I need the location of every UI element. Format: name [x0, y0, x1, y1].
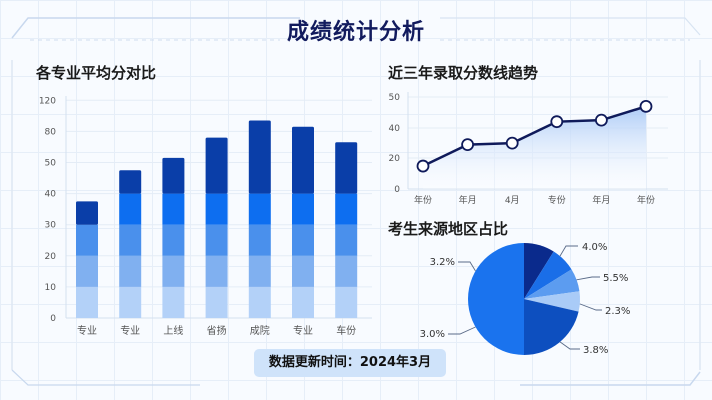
pie-slice: [524, 243, 554, 299]
pie-chart-title: 考生来源地区占比: [388, 220, 509, 238]
pie-label: 5.5%: [603, 273, 628, 284]
bar: [248, 120, 271, 318]
data-point: [639, 99, 653, 113]
bar: [292, 126, 314, 318]
y-tick-label: 40: [389, 124, 401, 134]
x-axis-label: 专份: [548, 194, 566, 206]
x-axis-label: 专业: [293, 324, 313, 337]
x-axis-label: 年份: [637, 194, 655, 206]
x-axis-label: 专业: [120, 324, 140, 337]
pie-slice: [524, 269, 580, 299]
y-tick-label: 0: [50, 314, 56, 324]
pie-label: 3.8%: [583, 345, 608, 356]
x-axis-label: 省扬: [207, 324, 227, 337]
pie-label: 2.3%: [605, 306, 630, 317]
x-axis-label: 年月: [592, 194, 610, 206]
line-chart-title: 近三年录取分数线趋势: [388, 64, 539, 82]
x-axis-label: 上线: [163, 324, 183, 337]
x-axis-label: 成院: [250, 324, 270, 337]
pie-label: 4.0%: [582, 242, 607, 253]
bar: [205, 137, 228, 318]
x-axis-label: 年份: [414, 194, 432, 206]
y-tick-label: 50: [389, 93, 401, 103]
x-axis-label: 专业: [77, 324, 97, 337]
pie-label: 3.2%: [430, 257, 455, 268]
pie-slice: [524, 291, 580, 312]
data-point: [416, 159, 430, 173]
y-tick-label: 50: [45, 159, 57, 169]
x-axis-label: 车份: [336, 324, 356, 337]
y-tick-label: 0: [394, 185, 400, 195]
pie-slice: [524, 299, 579, 355]
trend-area: [423, 106, 646, 189]
bar: [335, 142, 358, 318]
data-point: [595, 113, 608, 127]
y-tick-label: 120: [39, 96, 56, 106]
y-tick-label: 10: [45, 283, 57, 293]
x-axis-label: 年月: [459, 194, 477, 206]
x-axis-label: 4月: [505, 195, 520, 206]
update-time-badge: 数据更新时间：2024年3月: [254, 349, 446, 377]
trend-line: [422, 105, 647, 168]
pie-label: 3.0%: [420, 329, 445, 340]
bar-chart-title: 各专业平均分对比: [36, 64, 157, 82]
page-title: 成绩统计分析: [286, 20, 425, 45]
y-tick-label: 20: [45, 252, 57, 262]
y-tick-label: 20: [389, 154, 401, 164]
bar: [76, 201, 98, 318]
bar: [119, 170, 142, 318]
pie-slice: [524, 251, 572, 299]
y-tick-label: 30: [45, 221, 57, 231]
data-point: [550, 115, 564, 129]
y-tick-label: 80: [45, 127, 57, 137]
data-point: [461, 138, 475, 152]
y-tick-label: 40: [45, 190, 57, 200]
data-point: [505, 136, 519, 150]
pie-slice: [468, 243, 524, 355]
bar: [162, 157, 185, 318]
